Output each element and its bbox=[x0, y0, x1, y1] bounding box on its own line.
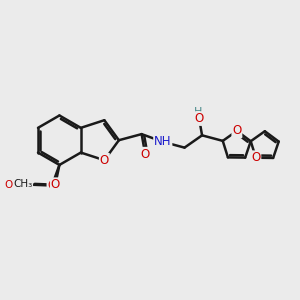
Text: O: O bbox=[47, 179, 57, 192]
Text: O: O bbox=[51, 178, 60, 191]
Text: CH₃: CH₃ bbox=[14, 179, 33, 189]
Text: O: O bbox=[251, 151, 260, 164]
Text: O: O bbox=[100, 154, 109, 167]
Text: O: O bbox=[232, 124, 242, 137]
Text: NH: NH bbox=[154, 135, 172, 148]
Text: O: O bbox=[194, 112, 203, 125]
Text: H: H bbox=[194, 107, 203, 117]
Text: OCH₃: OCH₃ bbox=[4, 180, 31, 190]
Text: O: O bbox=[141, 148, 150, 161]
